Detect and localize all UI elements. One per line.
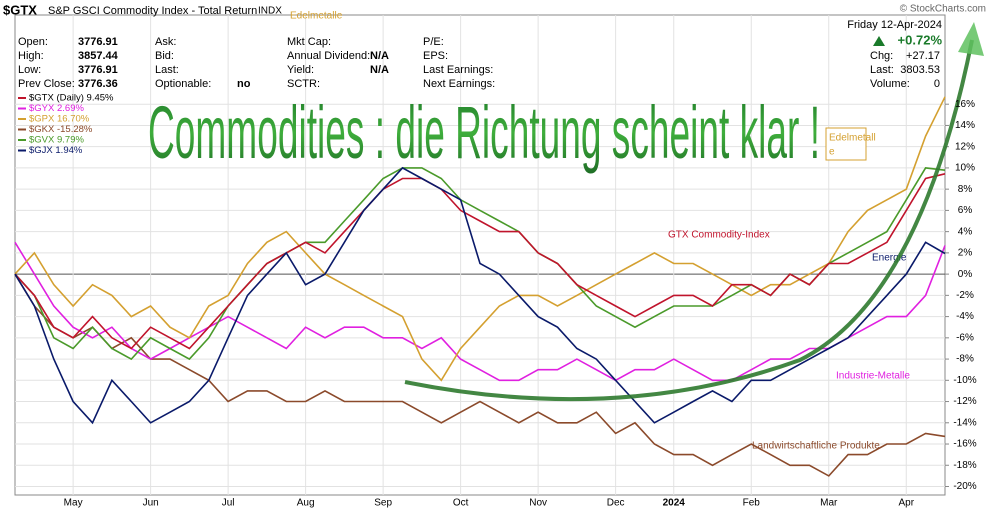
y-tick-label: -6%: [956, 332, 974, 343]
annotation: GTX Commodity-Index: [668, 230, 770, 241]
y-tick-label: 10%: [955, 163, 975, 174]
x-tick-label: Mar: [820, 498, 838, 509]
quote-value: 3803.53: [900, 64, 940, 76]
quote-label: Volume:: [870, 78, 910, 90]
field-label: Mkt Cap:: [287, 36, 331, 48]
field-value: no: [237, 78, 251, 90]
legend-label: $GTX (Daily) 9.45%: [29, 93, 114, 104]
x-tick-label: Oct: [453, 498, 469, 509]
x-tick-label: Jul: [222, 498, 235, 509]
x-tick-label: Sep: [374, 498, 392, 509]
y-tick-label: -18%: [953, 460, 976, 471]
annotation: Edelmetall: [829, 133, 876, 144]
field-value: 3776.91: [78, 36, 118, 48]
field-label: Next Earnings:: [423, 78, 495, 90]
x-tick-label: 2024: [663, 498, 686, 509]
x-tick-label: Nov: [529, 498, 547, 509]
annotation: e: [829, 147, 835, 158]
annotation: Energie: [872, 253, 907, 264]
legend-label: $GPX 16.70%: [29, 114, 90, 125]
description: S&P GSCI Commodity Index - Total Return: [48, 5, 257, 17]
y-tick-label: -20%: [953, 481, 976, 492]
x-tick-label: May: [64, 498, 83, 509]
field-label: Optionable:: [155, 78, 211, 90]
field-value: N/A: [370, 50, 389, 62]
symbol: $GTX: [3, 2, 37, 17]
field-label: Yield:: [287, 64, 314, 76]
y-tick-label: 8%: [958, 184, 973, 195]
y-tick-label: -16%: [953, 439, 976, 450]
field-label: Prev Close:: [18, 78, 75, 90]
trend-arrow: [404, 39, 974, 402]
x-tick-label: Aug: [297, 498, 315, 509]
field-label: Open:: [18, 36, 48, 48]
quote-label: Last:: [870, 64, 894, 76]
legend-label: $GYX 2.69%: [29, 103, 84, 114]
field-value: N/A: [370, 64, 389, 76]
quote-label: Chg:: [870, 50, 893, 62]
y-tick-label: 14%: [955, 120, 975, 131]
series-line: [14, 166, 946, 425]
field-value: 3857.44: [78, 50, 119, 62]
y-tick-label: -14%: [953, 417, 976, 428]
field-label: EPS:: [423, 50, 448, 62]
y-tick-label: -2%: [956, 290, 974, 301]
x-tick-label: Apr: [898, 498, 914, 509]
y-tick-label: 16%: [955, 99, 975, 110]
field-label: Last:: [155, 64, 179, 76]
series-line: [14, 96, 946, 382]
annotation: Landwirtschaftliche Produkte: [752, 441, 880, 452]
series-line: [14, 173, 946, 350]
y-tick-label: -8%: [956, 354, 974, 365]
x-tick-label: Jun: [143, 498, 159, 509]
annotation-box: [825, 127, 867, 161]
legend-label: $GKX -15.28%: [29, 124, 93, 135]
y-tick-label: 6%: [958, 205, 973, 216]
field-value: 3776.91: [78, 64, 118, 76]
field-label: Ask:: [155, 36, 176, 48]
y-tick-label: 2%: [958, 248, 973, 259]
y-tick-label: 12%: [955, 141, 975, 152]
field-label: P/E:: [423, 36, 444, 48]
legend-label: $GJX 1.94%: [29, 145, 83, 156]
field-label: Low:: [18, 64, 41, 76]
y-tick-label: 0%: [958, 269, 973, 280]
field-label: Last Earnings:: [423, 64, 493, 76]
up-arrow: [873, 36, 885, 46]
exchange: INDX: [258, 6, 282, 17]
quote-value: +27.17: [906, 50, 940, 62]
annotation: Edelmetalle: [290, 11, 343, 22]
y-tick-label: -12%: [953, 396, 976, 407]
quote-value: 0: [934, 78, 940, 90]
y-tick-label: 4%: [958, 226, 973, 237]
y-tick-label: -10%: [953, 375, 976, 386]
field-value: 3776.36: [78, 78, 118, 90]
field-label: SCTR:: [287, 78, 320, 90]
series-line: [14, 273, 946, 477]
x-tick-label: Feb: [743, 498, 761, 509]
field-label: Bid:: [155, 50, 174, 62]
source: © StockCharts.com: [900, 4, 986, 15]
x-tick-label: Dec: [607, 498, 625, 509]
plot-area: [14, 14, 946, 496]
y-tick-label: -4%: [956, 311, 974, 322]
overlay-title: Commodities : die Richtung scheint klar …: [148, 91, 820, 174]
field-label: High:: [18, 50, 44, 62]
annotation: Industrie-Metalle: [836, 371, 910, 382]
arrow-head: [958, 22, 984, 56]
field-label: Annual Dividend:: [287, 50, 370, 62]
change-percent: +0.72%: [898, 32, 943, 47]
legend-label: $GVX 9.79%: [29, 135, 84, 146]
date: Friday 12-Apr-2024: [847, 19, 942, 31]
